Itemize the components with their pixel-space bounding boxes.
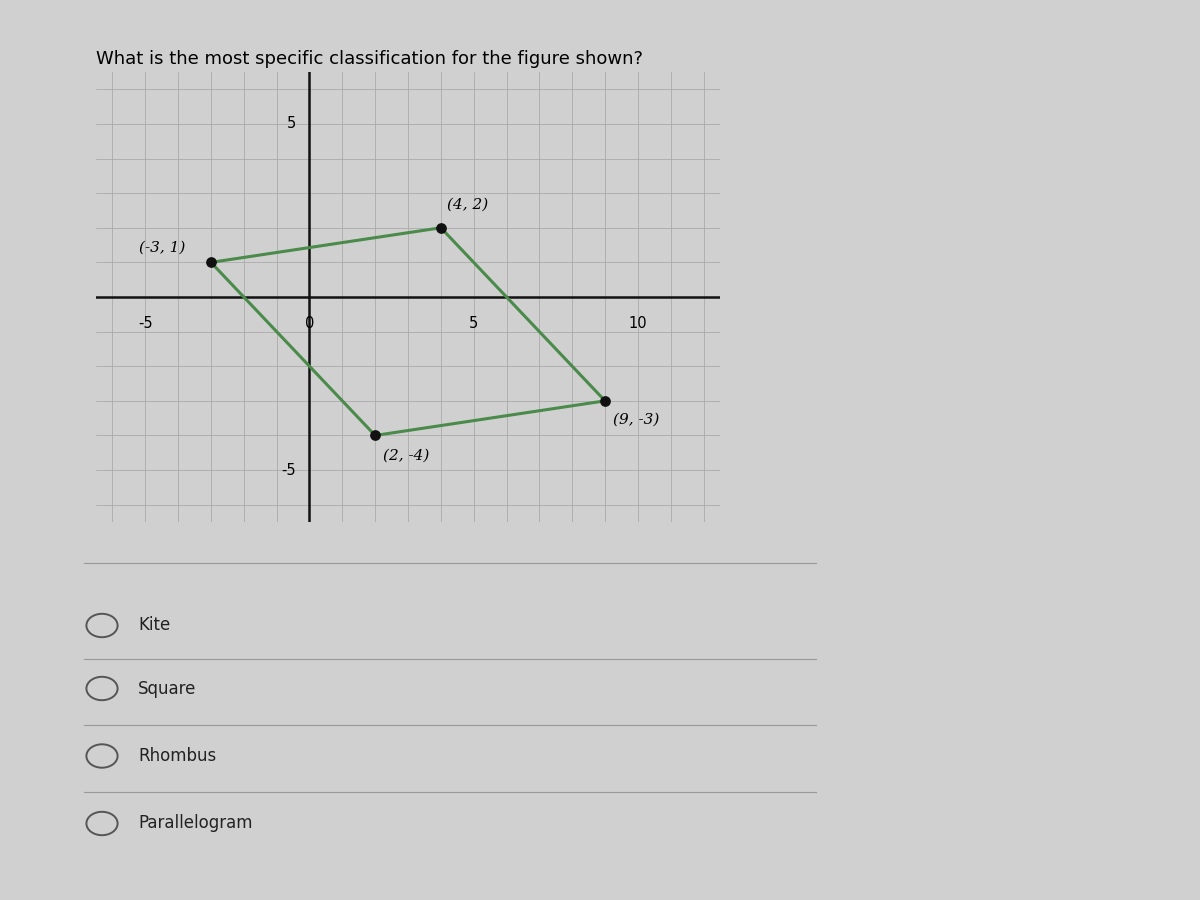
- Text: 10: 10: [629, 316, 647, 331]
- Text: (4, 2): (4, 2): [448, 198, 488, 212]
- Text: -5: -5: [138, 316, 152, 331]
- Text: 5: 5: [287, 116, 296, 131]
- Point: [202, 256, 221, 270]
- Text: (9, -3): (9, -3): [613, 412, 660, 427]
- Text: (2, -4): (2, -4): [383, 449, 430, 463]
- Text: (-3, 1): (-3, 1): [139, 241, 185, 255]
- Point: [366, 428, 385, 443]
- Text: What is the most specific classification for the figure shown?: What is the most specific classification…: [96, 50, 643, 68]
- Text: Square: Square: [138, 680, 197, 698]
- Point: [431, 220, 450, 235]
- Text: 0: 0: [305, 316, 314, 331]
- Text: 5: 5: [469, 316, 479, 331]
- Text: Rhombus: Rhombus: [138, 747, 216, 765]
- Text: Kite: Kite: [138, 616, 170, 634]
- Text: -5: -5: [282, 463, 296, 478]
- Text: Parallelogram: Parallelogram: [138, 814, 252, 832]
- Point: [595, 393, 614, 408]
